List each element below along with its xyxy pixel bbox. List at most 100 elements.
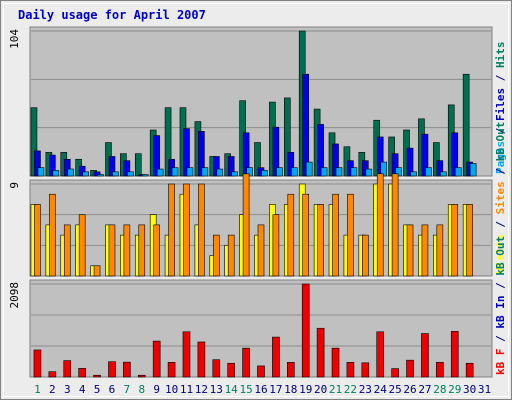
bar-hits-pages-14 <box>231 171 238 177</box>
bar-hits-files-29 <box>451 132 459 177</box>
day-label-15: 15 <box>239 383 252 396</box>
bar-hits-pages-20 <box>320 167 328 177</box>
bar-hits-pages-1 <box>37 167 45 177</box>
day-label-5: 5 <box>94 383 101 396</box>
bar-hits-pages-30 <box>469 163 477 177</box>
bar-hits-files-28 <box>436 160 444 177</box>
bar-hits-pages-7 <box>127 171 134 177</box>
panel-kb-area <box>29 279 493 378</box>
bar-kb-kb-f-26 <box>406 359 414 378</box>
bar-kb-kb-f-17 <box>272 336 280 378</box>
bar-hits-files-5 <box>93 171 101 177</box>
bar-hits-files-17 <box>272 126 280 177</box>
bar-hits-pages-29 <box>454 167 462 177</box>
bar-hits-files-14 <box>227 156 235 177</box>
panel-hits-legend-1: / <box>494 121 507 141</box>
panel-kb-legend-1: / <box>494 329 507 349</box>
day-label-6: 6 <box>109 383 116 396</box>
bar-hits-pages-17 <box>276 167 283 177</box>
bar-kb-kb-f-14 <box>227 362 235 378</box>
bar-visits-sites-27 <box>421 224 429 277</box>
bar-visits-sites-18 <box>287 193 295 277</box>
bar-visits-sites-5 <box>93 265 101 277</box>
bar-hits-files-7 <box>123 160 131 177</box>
bar-hits-hits-8 <box>134 153 142 177</box>
bar-visits-sites-29 <box>451 204 459 277</box>
bar-hits-pages-12 <box>201 167 209 177</box>
bar-hits-pages-23 <box>365 168 373 177</box>
panel-visits-max-label: 9 <box>8 182 21 189</box>
bar-hits-pages-27 <box>425 167 432 177</box>
bar-hits-files-12 <box>198 131 205 177</box>
day-label-23: 23 <box>359 383 372 396</box>
bar-hits-files-26 <box>406 147 414 177</box>
bar-visits-sites-28 <box>436 224 444 277</box>
bar-kb-kb-f-22 <box>346 362 355 378</box>
bar-kb-kb-f-5 <box>93 374 101 378</box>
bar-hits-files-13 <box>212 156 220 177</box>
bar-visits-sites-13 <box>212 234 220 277</box>
bar-hits-pages-19 <box>305 161 313 177</box>
panel-hits-side-legend: Pages / Files / Hits <box>494 42 507 175</box>
day-label-20: 20 <box>314 383 327 396</box>
bar-kb-kb-f-30 <box>465 362 474 378</box>
bar-visits-sites-24 <box>376 173 384 277</box>
bar-kb-kb-f-10 <box>167 362 176 378</box>
bar-hits-pages-13 <box>216 168 224 177</box>
bar-visits-sites-7 <box>123 224 131 277</box>
bar-hits-hits-30 <box>462 73 470 177</box>
bar-hits-pages-16 <box>261 170 268 177</box>
bar-visits-sites-30 <box>466 204 473 277</box>
bar-visits-sites-20 <box>317 204 324 277</box>
bar-hits-pages-11 <box>186 167 194 177</box>
bar-kb-kb-f-20 <box>316 327 325 378</box>
bar-hits-files-4 <box>78 165 86 177</box>
bar-hits-pages-18 <box>291 167 298 177</box>
bar-visits-sites-22 <box>347 193 354 277</box>
day-label-31: 31 <box>478 383 491 396</box>
bar-kb-kb-f-15 <box>242 347 250 378</box>
bar-hits-files-2 <box>49 154 56 177</box>
bar-visits-sites-15 <box>242 173 250 277</box>
bar-hits-pages-26 <box>410 171 417 177</box>
bar-visits-sites-12 <box>198 183 205 277</box>
panel-kb-legend-2: kB In <box>494 296 507 329</box>
bar-hits-hits-10 <box>164 107 172 177</box>
day-label-2: 2 <box>49 383 56 396</box>
day-label-1: 1 <box>34 383 41 396</box>
bar-kb-kb-f-21 <box>331 347 340 378</box>
bar-hits-files-3 <box>63 158 71 177</box>
bar-kb-kb-f-6 <box>108 361 116 378</box>
bar-kb-kb-f-13 <box>212 359 221 378</box>
day-label-4: 4 <box>79 383 86 396</box>
day-label-22: 22 <box>344 383 357 396</box>
day-label-19: 19 <box>299 383 312 396</box>
bar-visits-sites-14 <box>227 234 235 277</box>
bar-kb-kb-f-1 <box>33 349 42 378</box>
bar-hits-files-11 <box>183 128 190 177</box>
bar-hits-files-19 <box>302 73 310 177</box>
bar-hits-files-20 <box>317 124 324 177</box>
bar-visits-sites-4 <box>78 214 86 277</box>
panel-hits-max-label: 104 <box>8 29 21 49</box>
panel-visits-legend-4: kB Out <box>494 122 507 162</box>
day-label-26: 26 <box>403 383 416 396</box>
bar-hits-pages-21 <box>335 167 343 177</box>
bar-kb-kb-f-25 <box>391 368 399 378</box>
bar-kb-kb-f-16 <box>257 365 265 378</box>
bar-hits-pages-22 <box>350 167 358 177</box>
bar-hits-pages-3 <box>67 168 75 177</box>
day-label-18: 18 <box>284 383 297 396</box>
day-label-24: 24 <box>374 383 388 396</box>
panel-visits-side-legend: Visits / Sites / kB Out <box>494 122 507 274</box>
bar-hits-files-6 <box>108 156 116 177</box>
bar-hits-pages-2 <box>52 170 60 177</box>
bar-visits-sites-9 <box>153 224 160 277</box>
panel-visits-legend-2: Sites <box>494 181 507 214</box>
bar-hits-pages-6 <box>112 171 119 177</box>
bar-hits-files-18 <box>287 152 295 177</box>
bar-hits-pages-25 <box>395 167 402 177</box>
bar-kb-kb-f-29 <box>450 331 459 378</box>
day-label-16: 16 <box>254 383 267 396</box>
bar-kb-kb-f-19 <box>301 283 310 378</box>
